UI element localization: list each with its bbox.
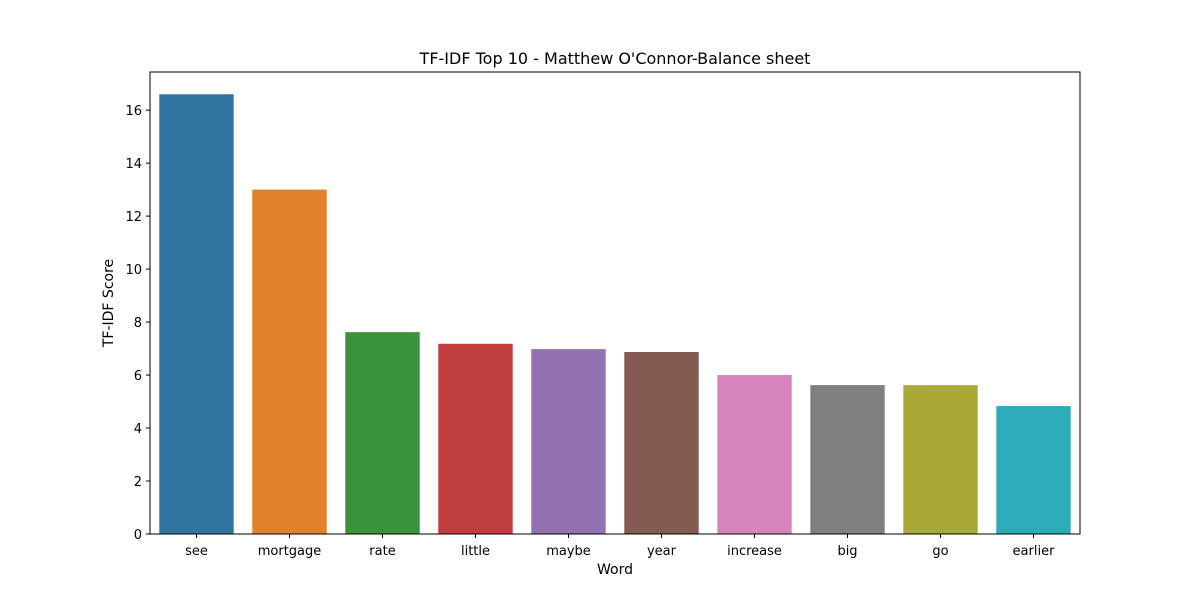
x-tick-label: see	[185, 544, 208, 559]
x-tick-label: increase	[727, 544, 782, 559]
y-tick-label: 16	[125, 104, 142, 119]
x-tick-label: big	[837, 544, 857, 559]
chart-title: TF-IDF Top 10 - Matthew O'Connor-Balance…	[419, 49, 811, 68]
y-tick-label: 6	[134, 369, 142, 384]
bar-increase	[717, 375, 792, 534]
plot-frame	[149, 71, 1081, 535]
x-tick-label: mortgage	[258, 544, 322, 559]
x-axis-label: Word	[597, 562, 633, 578]
bar-see	[159, 94, 234, 534]
bars-group	[159, 94, 1071, 534]
x-tick-label: year	[647, 544, 677, 559]
y-axis-label: TF-IDF Score	[101, 259, 117, 348]
y-axis-ticks: 0 2 4 6 8 10 12 14 16	[125, 104, 150, 543]
y-tick-label: 4	[134, 422, 142, 437]
y-tick-label: 14	[125, 157, 142, 172]
x-axis-ticks: see mortgage rate little maybe year increase bi…	[185, 534, 1055, 559]
x-tick-label: go	[932, 544, 948, 559]
bar-year	[624, 352, 699, 534]
y-tick-label: 0	[134, 528, 142, 543]
y-tick-label: 10	[125, 263, 142, 278]
bar-earlier	[996, 406, 1071, 534]
x-tick-label: little	[461, 544, 490, 559]
y-tick-label: 8	[134, 316, 142, 331]
y-tick-label: 2	[134, 475, 142, 490]
x-tick-label: earlier	[1013, 544, 1056, 559]
bar-mortgage	[252, 189, 327, 534]
x-tick-label: maybe	[546, 544, 591, 559]
bar-little	[438, 343, 513, 534]
y-tick-label: 12	[125, 210, 142, 225]
bar-big	[810, 385, 885, 534]
bar-maybe	[531, 349, 606, 534]
bar-go	[903, 385, 978, 534]
x-tick-label: rate	[369, 544, 395, 559]
bar-rate	[345, 332, 420, 534]
